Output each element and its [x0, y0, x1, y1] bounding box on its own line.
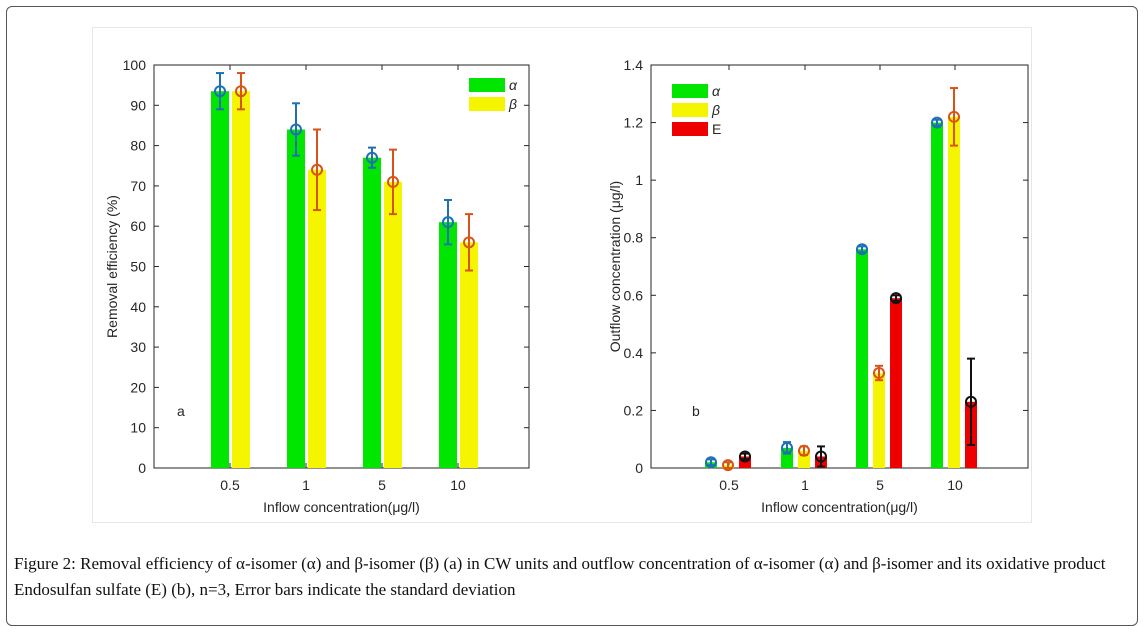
legend-label-E: E [712, 121, 721, 137]
legend-swatch-α [469, 78, 505, 92]
y-tick-label: 0 [635, 460, 643, 476]
y-tick-label: 0.4 [624, 345, 644, 361]
x-tick-label: 1 [302, 477, 310, 493]
mean-marker [705, 456, 717, 469]
mean-marker [856, 243, 868, 256]
panel-label-a: a [177, 403, 185, 419]
bar-a-α-1 [287, 129, 305, 469]
y-tick-label: 1.4 [624, 57, 644, 73]
x-axis-label: Inflow concentration(μg/l) [263, 499, 420, 515]
bar-b-α-5 [856, 249, 868, 468]
mean-marker [290, 123, 302, 136]
y-tick-label: 0 [138, 460, 146, 476]
bar-a-α-0.5 [211, 91, 229, 468]
y-tick-label: 0.2 [624, 402, 644, 418]
y-tick-label: 0.8 [624, 230, 644, 246]
legend-label-α: α [712, 83, 721, 99]
bar-b-β-10 [948, 116, 960, 469]
y-tick-label: 100 [123, 57, 147, 73]
mean-marker [442, 216, 454, 229]
y-tick-label: 90 [130, 97, 146, 113]
y-tick-label: 70 [130, 178, 146, 194]
bar-b-E-5 [890, 298, 902, 468]
caption-label: Figure 2: [14, 554, 76, 573]
mean-marker [366, 151, 378, 164]
legend-swatch-α [672, 84, 708, 98]
mean-marker [890, 292, 902, 305]
x-tick-label: 10 [947, 477, 963, 493]
y-axis-label: Removal efficiency (%) [104, 195, 120, 338]
mean-marker [798, 444, 810, 457]
y-tick-label: 40 [130, 299, 146, 315]
bar-a-β-0.5 [232, 91, 250, 468]
legend-swatch-E [672, 122, 708, 136]
legend-swatch-β [672, 103, 708, 117]
x-tick-label: 0.5 [220, 477, 240, 493]
y-tick-label: 1.2 [624, 115, 644, 131]
mean-marker [311, 163, 323, 176]
bar-b-β-5 [873, 373, 885, 468]
x-tick-label: 0.5 [719, 477, 739, 493]
y-tick-label: 80 [130, 138, 146, 154]
mean-marker [235, 85, 247, 98]
legend-label-β: β [711, 102, 720, 118]
bar-b-α-10 [931, 122, 943, 469]
caption-text: Removal efficiency of α-isomer (α) and β… [14, 554, 1106, 599]
x-tick-label: 10 [450, 477, 466, 493]
legend-label-β: β [508, 96, 517, 112]
legend-swatch-β [469, 97, 505, 111]
mean-marker [463, 236, 475, 249]
bar-a-β-10 [460, 242, 478, 468]
bar-a-α-10 [439, 222, 457, 468]
y-tick-label: 60 [130, 218, 146, 234]
y-tick-label: 50 [130, 259, 146, 275]
panel-label-b: b [692, 403, 700, 419]
x-tick-label: 5 [378, 477, 386, 493]
bar-a-β-5 [384, 181, 402, 468]
figure-caption: Figure 2: Removal efficiency of α-isomer… [14, 551, 1132, 603]
mean-marker [387, 175, 399, 188]
x-axis-label: Inflow concentration(μg/l) [761, 499, 918, 515]
x-tick-label: 5 [876, 477, 884, 493]
bar-a-β-1 [308, 169, 326, 468]
mean-marker [214, 85, 226, 98]
mean-marker [722, 459, 734, 472]
y-tick-label: 0.6 [624, 287, 644, 303]
y-tick-label: 10 [130, 420, 146, 436]
y-tick-label: 30 [130, 339, 146, 355]
mean-marker [781, 441, 793, 454]
figure-area [92, 27, 1032, 523]
mean-marker [965, 395, 977, 408]
bar-a-α-5 [363, 157, 381, 468]
y-tick-label: 20 [130, 379, 146, 395]
mean-marker [815, 450, 827, 463]
mean-marker [931, 116, 943, 129]
y-axis-label: Outflow concentration (μg/l) [607, 181, 623, 352]
x-tick-label: 1 [801, 477, 809, 493]
mean-marker [739, 450, 751, 463]
mean-marker [873, 367, 885, 380]
y-tick-label: 1 [635, 172, 643, 188]
mean-marker [948, 110, 960, 123]
legend-label-α: α [509, 77, 518, 93]
